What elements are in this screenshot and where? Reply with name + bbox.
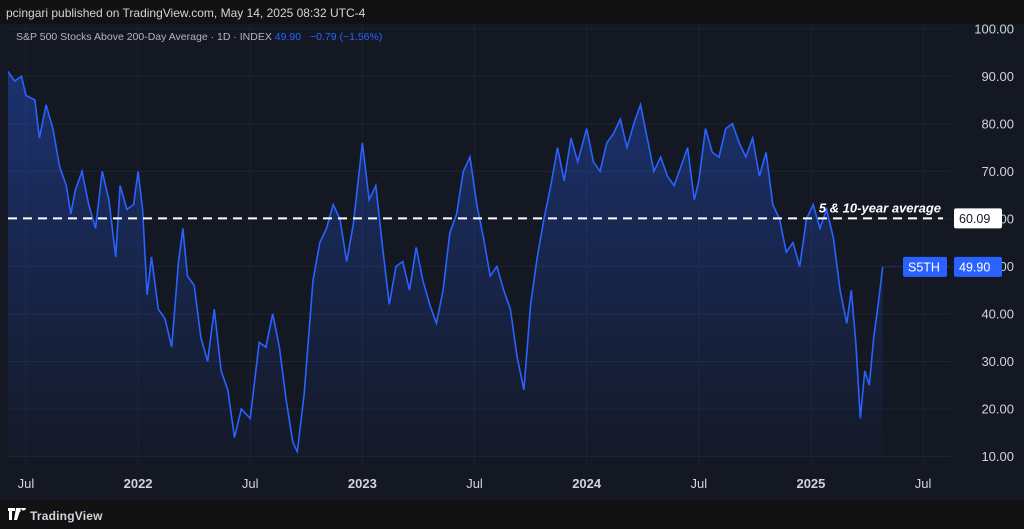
- x-tick-label: 2025: [796, 476, 825, 491]
- reference-badge-value: 60.09: [959, 212, 990, 226]
- last-value-badge-value: 49.90: [959, 260, 990, 274]
- chart-legend: S&P 500 Stocks Above 200-Day Average · 1…: [16, 31, 382, 43]
- y-tick-label: 30.00: [981, 354, 1014, 369]
- x-tick-label: 2022: [124, 476, 153, 491]
- y-tick-label: 80.00: [981, 116, 1014, 131]
- x-tick-label: Jul: [915, 476, 932, 491]
- legend-value: 49.90: [274, 31, 302, 43]
- x-tick-label: 2024: [572, 476, 602, 491]
- legend-change: −0.79 (−1.56%): [309, 31, 383, 43]
- last-value-badge: S5TH 49.90: [903, 256, 1002, 277]
- x-axis: Jul 2022 Jul 2023 Jul 2024 Jul 2025 Jul: [18, 476, 932, 491]
- brand-name: TradingView: [30, 509, 103, 523]
- x-tick-label: 2023: [348, 476, 377, 491]
- x-tick-label: Jul: [690, 476, 707, 491]
- x-tick-label: Jul: [466, 476, 483, 491]
- tradingview-logo-icon: [8, 508, 26, 520]
- series-line: [7, 71, 884, 455]
- y-tick-label: 70.00: [981, 164, 1014, 179]
- y-axis: 100.0090.0080.0070.0060.0050.0040.0030.0…: [974, 24, 1014, 464]
- y-tick-label: 40.00: [981, 306, 1014, 321]
- footer-bar: TradingView: [0, 500, 1024, 529]
- y-tick-label: 10.00: [981, 449, 1014, 464]
- legend-title: S&P 500 Stocks Above 200-Day Average · 1…: [16, 31, 272, 43]
- x-tick-label: Jul: [18, 476, 35, 491]
- publish-info: pcingari published on TradingView.com, M…: [6, 6, 366, 20]
- y-tick-label: 100.00: [974, 24, 1014, 36]
- symbol-badge-label: S5TH: [908, 260, 940, 274]
- y-tick-label: 90.00: [981, 69, 1014, 84]
- x-tick-label: Jul: [242, 476, 259, 491]
- chart-svg[interactable]: 5 & 10-year average 100.00 90.00 80.00 70.0…: [0, 24, 1024, 500]
- reference-label: 5 & 10-year average: [819, 200, 941, 215]
- publish-bar: pcingari published on TradingView.com, M…: [0, 0, 1024, 24]
- series-area: [8, 71, 883, 457]
- reference-badge: 60.09: [954, 208, 1002, 229]
- y-tick-label: 20.00: [981, 401, 1014, 416]
